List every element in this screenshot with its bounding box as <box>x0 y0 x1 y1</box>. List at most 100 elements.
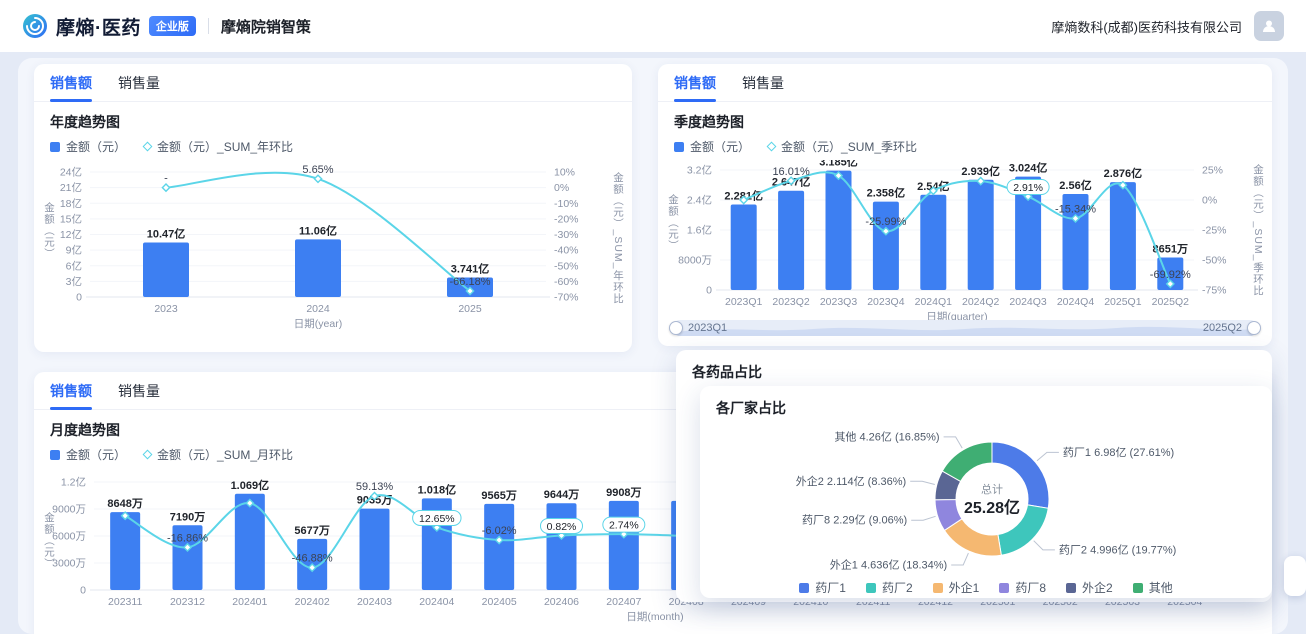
annual-chart-title: 年度趋势图 <box>50 114 120 130</box>
svg-text:2023: 2023 <box>154 303 178 315</box>
svg-text:3.185亿: 3.185亿 <box>819 160 858 169</box>
svg-text:3.741亿: 3.741亿 <box>451 262 490 276</box>
monthly-trend-chart[interactable]: 1.2亿 9000万 6000万 3000万 0 202311 202312 202401 20… <box>46 476 1254 626</box>
monthly-tabs: 销售额 销售量 <box>34 372 1272 410</box>
svg-text:202404: 202404 <box>419 596 454 608</box>
datazoom-right-handle[interactable] <box>1247 321 1261 335</box>
svg-text:3.024亿: 3.024亿 <box>1009 161 1048 175</box>
svg-text:9565万: 9565万 <box>481 489 516 502</box>
svg-text:0.82%: 0.82% <box>547 521 577 533</box>
svg-text:8000万: 8000万 <box>678 255 712 267</box>
annual-trend-card: 销售额 销售量 年度趋势图 金额（元） 金额（元）_SUM_年环比 金额（元） … <box>34 64 632 352</box>
annual-chart-legend: 金额（元） 金额（元）_SUM_年环比 <box>50 139 616 154</box>
svg-text:2023Q2: 2023Q2 <box>772 296 810 308</box>
legend-bar-item[interactable]: 金额（元） <box>50 446 126 463</box>
svg-text:药厂1 6.98亿 (27.61%): 药厂1 6.98亿 (27.61%) <box>1063 446 1174 459</box>
svg-text:12亿: 12亿 <box>60 228 82 241</box>
svg-text:-6.02%: -6.02% <box>482 525 517 537</box>
svg-text:-16.86%: -16.86% <box>167 532 208 544</box>
line-legend-swatch <box>766 141 777 152</box>
svg-text:总计: 总计 <box>981 482 1003 496</box>
svg-text:1.018亿: 1.018亿 <box>418 482 457 496</box>
drug-share-title: 各药品占比 <box>692 364 762 380</box>
svg-text:2025Q1: 2025Q1 <box>1104 296 1142 308</box>
svg-text:-25%: -25% <box>1202 225 1227 237</box>
legend-line-label: 金额（元）_SUM_月环比 <box>157 448 294 462</box>
legend-line-label: 金额（元）_SUM_季环比 <box>781 140 918 154</box>
svg-text:3亿: 3亿 <box>66 275 82 288</box>
legend-line-item[interactable]: 金额（元）_SUM_季环比 <box>766 138 918 155</box>
tab-sales-volume[interactable]: 销售量 <box>118 74 160 91</box>
svg-text:202407: 202407 <box>606 596 641 608</box>
svg-text:8648万: 8648万 <box>107 497 142 510</box>
datazoom-end-label: 2025Q2 <box>1202 322 1242 334</box>
tab-sales-volume[interactable]: 销售量 <box>118 382 160 399</box>
tab-sales-volume[interactable]: 销售量 <box>742 74 784 91</box>
svg-text:2.54亿: 2.54亿 <box>917 179 949 193</box>
svg-text:-60%: -60% <box>554 276 579 288</box>
svg-text:11.06亿: 11.06亿 <box>299 223 337 237</box>
svg-text:12.65%: 12.65% <box>419 513 455 525</box>
svg-text:25.28亿: 25.28亿 <box>964 498 1020 517</box>
datazoom-wave <box>672 326 1258 336</box>
tab-sales-amount[interactable]: 销售额 <box>50 372 92 410</box>
monthly-chart-legend: 金额（元） 金额（元）_SUM_月环比 <box>50 447 1256 462</box>
svg-text:24亿: 24亿 <box>60 166 82 179</box>
svg-text:9亿: 9亿 <box>66 244 82 257</box>
svg-text:-30%: -30% <box>554 229 579 241</box>
svg-text:202403: 202403 <box>357 596 392 608</box>
legend-bar-item[interactable]: 金额（元） <box>674 138 750 155</box>
svg-text:202401: 202401 <box>232 596 267 608</box>
svg-text:2024: 2024 <box>306 303 330 315</box>
legend-bar-label: 金额（元） <box>66 448 127 462</box>
svg-text:1.069亿: 1.069亿 <box>231 478 270 492</box>
svg-text:2.4亿: 2.4亿 <box>687 194 712 207</box>
quarterly-trend-chart[interactable]: 3.2亿 2.4亿 1.6亿 8000万 0 25% 0% -25% -50% -75% 2023Q… <box>670 160 1254 322</box>
tab-sales-amount[interactable]: 销售额 <box>674 64 716 102</box>
quarterly-tabs: 销售额 销售量 <box>658 64 1272 102</box>
svg-text:-: - <box>164 173 168 185</box>
svg-text:外企2 2.114亿 (8.36%): 外企2 2.114亿 (8.36%) <box>796 474 906 488</box>
main-panel: 销售额 销售量 年度趋势图 金额（元） 金额（元）_SUM_年环比 金额（元） … <box>18 58 1288 634</box>
svg-text:2023Q1: 2023Q1 <box>725 296 763 308</box>
svg-text:202312: 202312 <box>170 596 205 608</box>
svg-text:-50%: -50% <box>554 260 579 272</box>
user-avatar[interactable] <box>1254 11 1284 41</box>
svg-text:2.358亿: 2.358亿 <box>867 186 906 200</box>
svg-text:5.65%: 5.65% <box>302 164 333 176</box>
tab-sales-amount[interactable]: 销售额 <box>50 64 92 102</box>
header-right: 摩熵数科(成都)医药科技有限公司 <box>1051 11 1284 41</box>
legend-line-item[interactable]: 金额（元）_SUM_年环比 <box>142 138 293 155</box>
svg-text:2.56亿: 2.56亿 <box>1059 178 1091 192</box>
svg-text:-20%: -20% <box>554 213 579 225</box>
svg-text:16.01%: 16.01% <box>772 166 810 178</box>
svg-text:-15.34%: -15.34% <box>1055 203 1096 215</box>
bar-legend-swatch <box>50 449 60 460</box>
svg-text:-69.92%: -69.92% <box>1150 269 1191 281</box>
datazoom-left-handle[interactable] <box>669 321 683 335</box>
quarterly-trend-card: 销售额 销售量 季度趋势图 金额（元） 金额（元）_SUM_季环比 金额（元） … <box>658 64 1272 346</box>
svg-text:日期(year): 日期(year) <box>294 318 342 330</box>
annual-trend-chart[interactable]: 24亿 21亿 18亿 15亿 12亿 9亿 6亿 3亿 0 10% 0% -10% -20% -30% -… <box>46 160 616 332</box>
svg-text:0%: 0% <box>554 182 569 194</box>
svg-text:其他 4.26亿 (16.85%): 其他 4.26亿 (16.85%) <box>834 430 939 443</box>
brand-name: 摩熵·医药 <box>56 17 141 39</box>
svg-text:6000万: 6000万 <box>52 531 86 543</box>
legend-bar-label: 金额（元） <box>66 140 127 154</box>
svg-text:9000万: 9000万 <box>52 504 86 516</box>
svg-text:3.2亿: 3.2亿 <box>687 164 712 177</box>
pie-legend[interactable]: 药厂1 药厂2 外企1 药厂8 外企2 其他 <box>700 579 1272 596</box>
side-drawer-handle[interactable] <box>1284 556 1306 596</box>
legend-bar-label: 金额（元） <box>690 140 751 154</box>
datazoom-track <box>672 320 1258 336</box>
svg-text:-75%: -75% <box>1202 285 1227 297</box>
legend-bar-item[interactable]: 金额（元） <box>50 138 126 155</box>
legend-line-item[interactable]: 金额（元）_SUM_月环比 <box>142 446 294 463</box>
manufacturer-share-pie-chart[interactable]: 药厂1 6.98亿 (27.61%) 药厂2 4.996亿 (19.77%) 外企1… <box>714 419 1258 577</box>
svg-text:2024Q2: 2024Q2 <box>962 296 1000 308</box>
svg-text:-46.88%: -46.88% <box>292 553 333 565</box>
datazoom-slider[interactable]: 2023Q1 2025Q2 <box>669 320 1261 336</box>
svg-text:1.2亿: 1.2亿 <box>61 476 86 489</box>
annual-tabs: 销售额 销售量 <box>34 64 632 102</box>
